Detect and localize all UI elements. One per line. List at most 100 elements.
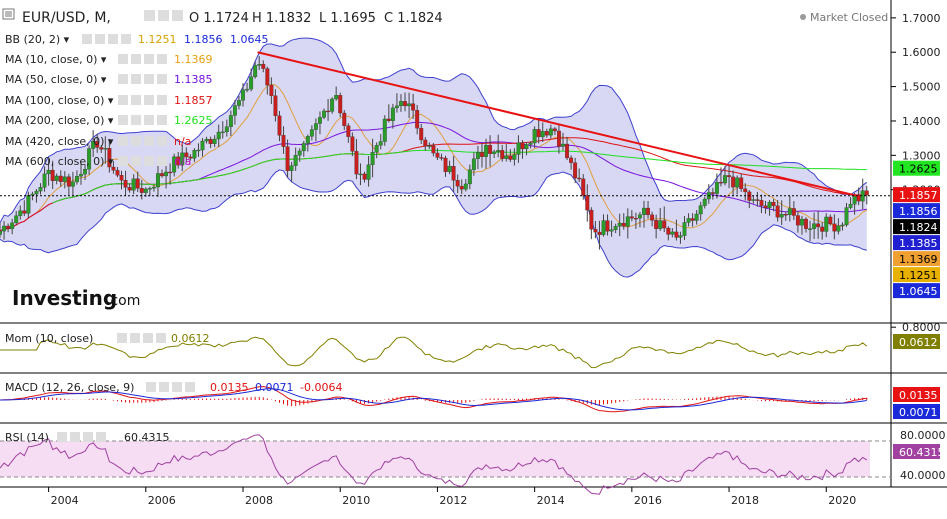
indicator-settings-icon xyxy=(144,115,154,125)
time-tick-label: 2008 xyxy=(245,494,273,507)
market-status: Market Closed xyxy=(810,11,888,24)
candle-body xyxy=(79,173,83,177)
candle-body xyxy=(528,142,533,145)
candle-body xyxy=(326,110,331,113)
candle-body xyxy=(852,195,857,205)
candle-body xyxy=(581,178,586,196)
candle-body xyxy=(556,130,561,147)
indicator-label: MA (100, close, 0) ▾ xyxy=(5,94,114,107)
indicator-settings-icon xyxy=(131,54,141,64)
rsi-tick-80: 80.0000 xyxy=(900,429,946,442)
candle-body xyxy=(313,123,318,130)
candle-body xyxy=(261,64,266,69)
price-tag xyxy=(893,283,940,299)
macd-signal-line xyxy=(0,388,867,411)
candle-body xyxy=(54,175,59,181)
candle-body xyxy=(322,110,326,118)
logo-brand: Investing xyxy=(12,286,117,310)
candle-body xyxy=(520,142,525,150)
candle-body xyxy=(714,181,719,194)
candle-body xyxy=(642,207,646,215)
candle-body xyxy=(621,222,626,227)
candle-body xyxy=(723,175,727,184)
candle-body xyxy=(625,216,630,227)
candle-body xyxy=(678,235,683,238)
candle-body xyxy=(305,136,310,144)
candle-body xyxy=(216,131,221,140)
candle-body xyxy=(496,150,501,153)
candle-body xyxy=(10,222,15,230)
price-tag xyxy=(893,235,940,251)
price-tag-text: 1.2625 xyxy=(899,163,938,176)
candle-body xyxy=(382,118,387,142)
price-tag xyxy=(893,219,940,235)
candle-body xyxy=(62,176,67,182)
price-tick-label: 1.6000 xyxy=(902,46,941,59)
candle-body xyxy=(463,183,468,190)
price-tick-label: 1.5000 xyxy=(902,81,941,94)
candle-body xyxy=(6,225,11,230)
candle-body xyxy=(115,170,120,176)
candle-body xyxy=(658,220,663,229)
header-settings-icons[interactable] xyxy=(144,10,183,21)
price-tag-text: 1.1857 xyxy=(899,189,938,202)
candle-body xyxy=(532,129,537,144)
candle-body xyxy=(767,201,772,208)
candle-body xyxy=(848,203,853,208)
momentum-series xyxy=(0,336,868,369)
candle-body xyxy=(500,150,505,159)
candle-body xyxy=(30,193,35,196)
candle-body xyxy=(666,227,671,235)
rsi-series xyxy=(0,434,891,495)
candle-body xyxy=(14,215,19,224)
mom-tag xyxy=(893,334,940,349)
candle-body xyxy=(650,214,655,221)
time-tick-label: 2016 xyxy=(634,494,662,507)
bb-upper-line xyxy=(0,37,868,224)
candle-body xyxy=(504,155,509,159)
candle-body xyxy=(447,166,452,172)
candle-body xyxy=(374,145,379,153)
mom-legend: Mom (10, close) 0.0612 0.0612 xyxy=(5,332,940,349)
candle-body xyxy=(66,176,71,187)
candle-body xyxy=(358,173,363,176)
candle-body xyxy=(593,229,598,233)
candle-body xyxy=(727,175,732,178)
indicator-settings-icon xyxy=(144,95,154,105)
indicator-settings-icon xyxy=(131,136,141,146)
candle-body xyxy=(569,157,574,163)
candle-body xyxy=(87,148,92,170)
candle-body xyxy=(795,215,800,226)
candle-body xyxy=(200,140,205,151)
candle-body xyxy=(751,199,756,201)
candle-body xyxy=(249,76,254,90)
close-value: C 1.1824 xyxy=(384,11,443,26)
indicator-settings-icon xyxy=(131,95,141,105)
trendline[interactable] xyxy=(257,51,861,198)
candle-body xyxy=(245,88,250,91)
price-tick-label: 1.4000 xyxy=(902,115,941,128)
symbol-title[interactable]: EUR/USD, M, xyxy=(22,10,111,26)
candle-body xyxy=(694,213,699,221)
candle-body xyxy=(34,190,39,195)
candle-body xyxy=(820,226,825,232)
candle-body xyxy=(613,226,618,230)
mom-line xyxy=(0,336,868,369)
candle-body xyxy=(585,195,590,211)
candle-body xyxy=(184,152,189,158)
candle-body xyxy=(808,228,813,230)
candle-body xyxy=(26,195,31,214)
candle-body xyxy=(253,65,258,78)
candle-body xyxy=(139,188,144,193)
indicator-settings-icon xyxy=(157,115,167,125)
rsi-label: RSI (14) xyxy=(5,431,49,444)
price-tag xyxy=(893,203,940,219)
time-axis: 2004 2006 2008 2010 2012 2014 2016 2018 2020 xyxy=(48,487,856,507)
candle-body xyxy=(390,107,395,121)
candle-body xyxy=(674,231,679,238)
candle-body xyxy=(710,192,715,194)
candle-body xyxy=(386,118,391,121)
candle-body xyxy=(540,131,545,138)
candle-body xyxy=(399,101,403,107)
time-tick-label: 2012 xyxy=(439,494,467,507)
